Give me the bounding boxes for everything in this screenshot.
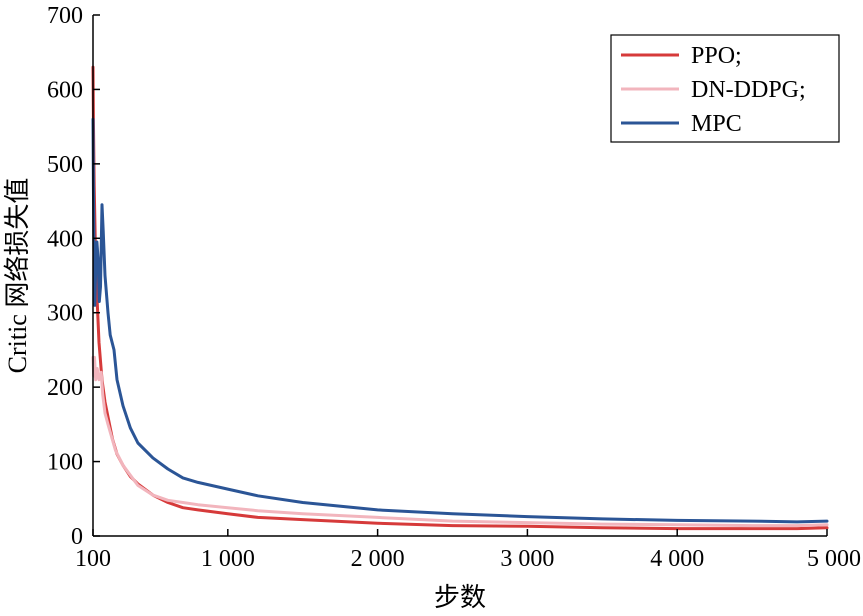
- series-group: [91, 65, 829, 531]
- y-axis-title: Critic 网络损失值: [3, 178, 32, 374]
- y-tick-label: 0: [71, 524, 83, 550]
- x-tick-label: 4 000: [650, 546, 704, 572]
- x-tick-label: 3 000: [500, 546, 554, 572]
- x-tick-label: 2 000: [351, 546, 405, 572]
- legend-label-3: MPC: [691, 111, 742, 137]
- legend-label-1: PPO;: [691, 43, 742, 69]
- x-tick-label: 100: [75, 546, 111, 572]
- y-tick-label: 600: [47, 77, 83, 103]
- legend: PPO; DN-DDPG; MPC: [610, 34, 840, 143]
- y-tick-label: 500: [47, 152, 83, 178]
- series-line-3: [91, 117, 829, 524]
- y-tick-label: 400: [47, 226, 83, 252]
- x-tick-label: 5 000: [807, 546, 861, 572]
- x-axis-title: 步数: [434, 583, 486, 612]
- y-tick-label: 200: [47, 375, 83, 401]
- legend-label-2: DN-DDPG;: [691, 77, 806, 103]
- x-tick-label: 1 000: [201, 546, 255, 572]
- y-tick-label: 700: [47, 3, 83, 29]
- series-line-2: [91, 355, 829, 528]
- y-tick-label: 300: [47, 301, 83, 327]
- y-tick-label: 100: [47, 450, 83, 476]
